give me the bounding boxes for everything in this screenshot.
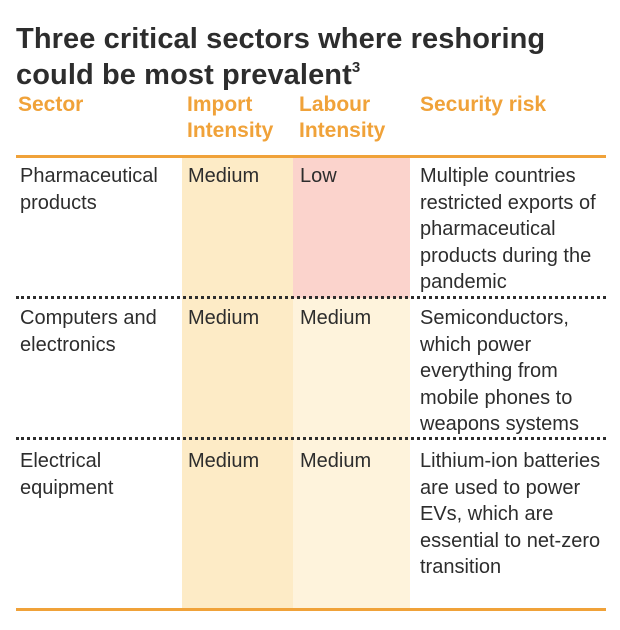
title-text: Three critical sectors where reshoring c… (16, 23, 546, 92)
labour-intensity-cell: Medium (300, 450, 372, 472)
labour-intensity-cell: Low (300, 165, 337, 187)
row-divider (16, 437, 606, 440)
header-labour-intensity: Labour Intensity (299, 93, 386, 142)
row-divider (16, 296, 606, 299)
header-divider (16, 155, 606, 158)
footnote-marker: 3 (351, 58, 361, 76)
labour-intensity-low-shading (293, 158, 410, 298)
labour-intensity-medium-shading (293, 298, 410, 610)
import-intensity-shading (182, 158, 293, 610)
security-risk-cell: Multiple countries restricted exports of… (420, 165, 596, 293)
table-bottom-rule (16, 608, 606, 611)
header-sector: Sector (18, 93, 84, 116)
page-title: Three critical sectors where reshoring c… (16, 21, 606, 93)
import-intensity-cell: Medium (188, 450, 260, 472)
import-intensity-cell: Medium (188, 165, 260, 187)
header-import-intensity: Import Intensity (187, 93, 274, 142)
sector-cell: Electrical equipment (20, 450, 114, 499)
import-intensity-cell: Medium (188, 307, 260, 329)
labour-intensity-cell: Medium (300, 307, 372, 329)
sector-cell: Computers and electronics (20, 307, 157, 356)
header-security-risk: Security risk (420, 93, 547, 116)
sector-cell: Pharmaceutical products (20, 165, 158, 214)
security-risk-cell: Lithium-ion batteries are used to power … (420, 450, 601, 578)
security-risk-cell: Semiconductors, which power everything f… (420, 307, 579, 435)
